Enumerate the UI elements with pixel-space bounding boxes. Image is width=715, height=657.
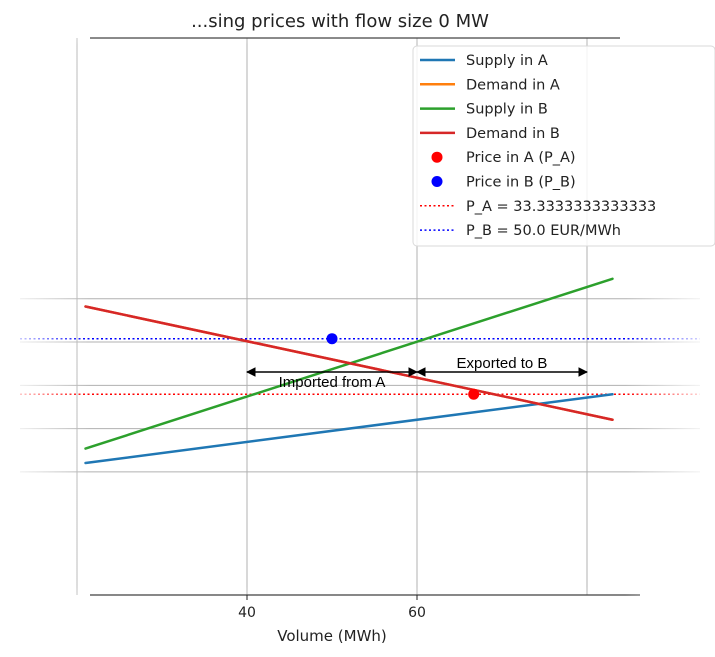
annotation-label: Exported to B: [457, 355, 548, 372]
price-points: [326, 333, 480, 400]
legend: Supply in A Demand in A Supply in B Demand …: [412, 45, 715, 247]
legend-box: [412, 45, 715, 247]
x-tick-label: 60: [408, 605, 426, 621]
series-line: [84, 392, 614, 465]
series-line: [84, 305, 614, 421]
reference-lines: [20, 337, 700, 395]
legend-label: Supply in A: [466, 53, 548, 69]
legend-label: Demand in B: [466, 126, 560, 142]
x-axis-label: Volume (MWh): [277, 627, 387, 645]
price-point: [326, 333, 338, 345]
legend-label: Supply in B: [466, 102, 548, 118]
series: [84, 277, 614, 465]
axes: ...sing prices with flow size 0 MW Volum…: [191, 11, 489, 645]
chart-title: ...sing prices with flow size 0 MW: [191, 11, 489, 32]
legend-label: P_A = 33.3333333333333: [466, 199, 656, 215]
legend-swatch: [431, 151, 443, 163]
x-tick-label: 40: [238, 605, 256, 621]
legend-swatch: [431, 176, 443, 187]
annotation-label: Imported from A: [279, 374, 386, 391]
legend-label: P_B = 50.0 EUR/MWh: [466, 223, 621, 239]
annotations: Imported from A Exported to B: [246, 355, 588, 391]
price-point: [468, 388, 480, 400]
legend-label: Price in A (P_A): [466, 150, 576, 166]
legend-label: Price in B (P_B): [466, 175, 576, 191]
legend-label: Demand in A: [466, 77, 560, 93]
